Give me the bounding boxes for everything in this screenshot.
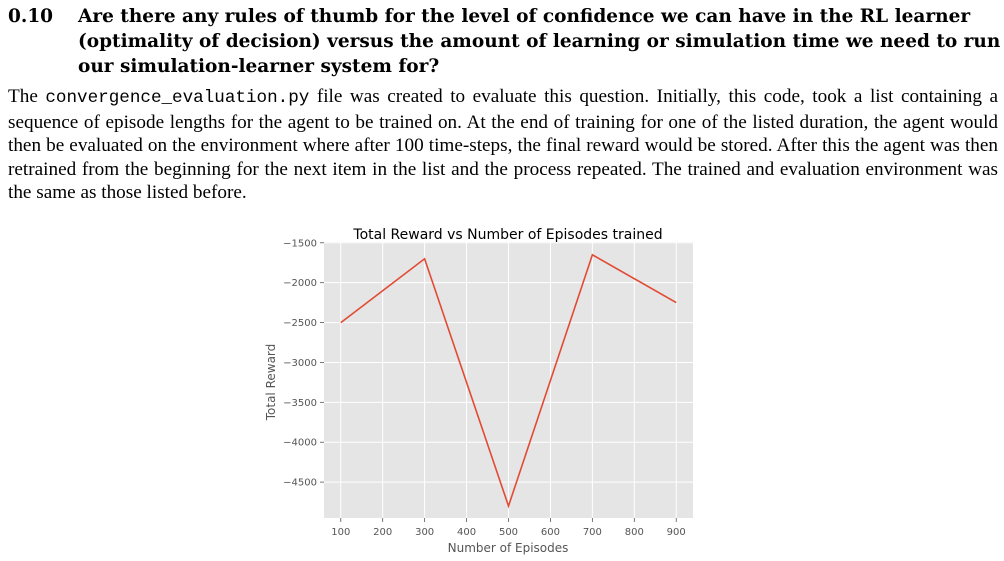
y-tick-label: −3500	[283, 398, 317, 409]
section-title: Are there any rules of thumb for the lev…	[78, 6, 1001, 77]
x-tick-label: 500	[499, 527, 518, 538]
paragraph-text-rest: file was created to evaluate this questi…	[8, 86, 998, 204]
y-axis-label: Total Reward	[264, 344, 278, 422]
y-tick-label: −4000	[283, 438, 317, 449]
section-heading: 0.10 Are there any rules of thumb for th…	[8, 4, 1002, 79]
x-tick-label: 600	[541, 527, 560, 538]
line-chart: Total Reward vs Number of Episodes train…	[264, 227, 693, 555]
x-tick-label: 400	[457, 527, 476, 538]
inline-code-filename: convergence_evaluation.py	[45, 88, 310, 108]
chart-title: Total Reward vs Number of Episodes train…	[352, 227, 662, 243]
section-number: 0.10	[8, 6, 54, 27]
y-tick-label: −2000	[283, 278, 317, 289]
x-axis-label: Number of Episodes	[448, 541, 569, 555]
x-tick-label: 300	[415, 527, 434, 538]
figure-reward-chart: Total Reward vs Number of Episodes train…	[250, 215, 710, 560]
x-tick-label: 800	[625, 527, 644, 538]
body-paragraph: The convergence_evaluation.py file was c…	[8, 85, 998, 205]
y-tick-label: −1500	[283, 238, 317, 249]
y-tick-label: −2500	[283, 318, 317, 329]
y-tick-label: −4500	[283, 478, 317, 489]
x-tick-label: 900	[667, 527, 686, 538]
x-tick-label: 700	[583, 527, 602, 538]
y-tick-label: −3000	[283, 358, 317, 369]
axis-ticks: 100 200 300 400 500 600 700 800 900 −1500 −2000 −25…	[283, 238, 686, 538]
paragraph-text-start: The	[8, 86, 46, 107]
series-layer	[340, 253, 677, 509]
x-tick-label: 200	[373, 527, 392, 538]
x-tick-label: 100	[331, 527, 350, 538]
series-line	[340, 253, 677, 509]
grid-lines	[324, 242, 693, 518]
